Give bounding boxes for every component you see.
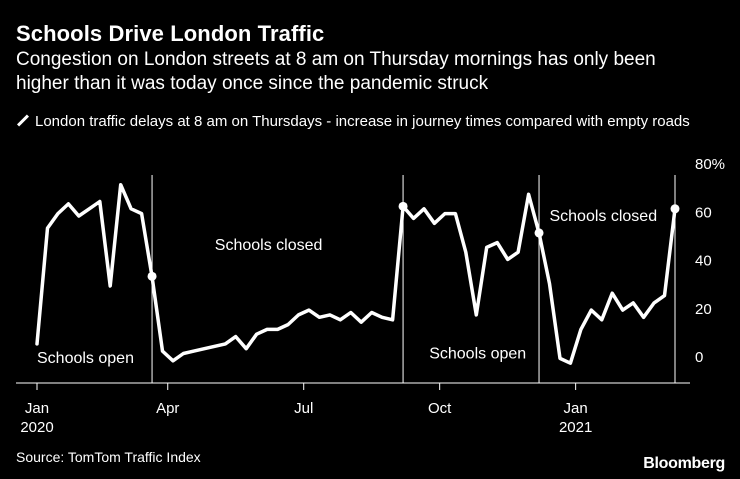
y-tick-label: 80% (695, 156, 725, 173)
data-point (297, 313, 300, 317)
x-tick-label: Apr (156, 400, 179, 417)
data-point (276, 328, 279, 331)
data-point (380, 316, 384, 319)
data-point (244, 347, 248, 350)
event-marker-3 (670, 204, 680, 214)
data-point (370, 311, 373, 314)
chart-title: Schools Drive London Traffic (16, 21, 325, 46)
legend-label: London traffic delays at 8 am on Thursda… (35, 113, 690, 130)
data-point (35, 342, 39, 346)
data-point (548, 282, 551, 285)
data-point (328, 313, 332, 317)
chart-subtitle: Congestion on London streets at 8 am on … (16, 49, 656, 94)
data-point (224, 342, 227, 346)
data-point (318, 316, 321, 319)
data-point (213, 345, 217, 348)
data-point (77, 214, 81, 218)
y-tick-label: 0 (695, 349, 703, 366)
data-point (443, 212, 447, 215)
legend: London traffic delays at 8 am on Thursda… (16, 112, 716, 131)
data-point (412, 217, 415, 220)
data-point (234, 335, 237, 338)
data-point (46, 226, 49, 230)
x-tick-label: Jan (564, 400, 588, 417)
data-point (631, 301, 635, 305)
y-tick-label: 60 (695, 204, 712, 221)
x-tick-label: Jul (294, 400, 313, 417)
x-tick-label: Oct (428, 400, 452, 417)
data-point (516, 251, 520, 254)
data-point (109, 284, 112, 288)
data-point (506, 258, 509, 261)
annotation-3: Schools closed (549, 208, 657, 225)
y-tick-label: 40 (695, 253, 712, 270)
data-point (140, 212, 143, 215)
data-point (663, 294, 666, 297)
data-point (579, 328, 583, 331)
data-point (569, 361, 572, 365)
data-point (98, 200, 101, 203)
x-tick-label-year: 2020 (20, 419, 53, 436)
data-point (621, 308, 624, 312)
data-point (67, 202, 70, 206)
data-point (265, 328, 269, 331)
data-point (255, 333, 258, 336)
event-marker-2 (534, 228, 544, 238)
annotation-2: Schools open (429, 345, 526, 362)
data-point (161, 349, 164, 353)
annotation-1: Schools closed (215, 237, 323, 254)
data-point (485, 246, 488, 249)
series-line (35, 182, 677, 365)
annotation-0: Schools open (37, 350, 134, 367)
data-point (339, 318, 342, 321)
source-note: Source: TomTom Traffic Index (16, 449, 201, 465)
data-point (527, 193, 530, 196)
data-point (433, 222, 436, 225)
data-point (464, 251, 468, 254)
x-tick-label: Jan (25, 400, 49, 417)
data-point (286, 323, 290, 326)
data-point (88, 207, 91, 210)
data-point (307, 308, 311, 312)
data-point (171, 359, 175, 362)
event-marker-0 (147, 271, 157, 281)
data-point (495, 241, 499, 244)
data-point (475, 313, 478, 317)
data-point (454, 212, 457, 215)
event-marker-1 (398, 201, 408, 211)
data-point (391, 318, 394, 321)
data-point (192, 349, 196, 353)
x-tick-label-year: 2021 (559, 419, 592, 436)
y-tick-label: 20 (695, 301, 712, 318)
data-point (129, 207, 133, 210)
data-point (203, 347, 206, 350)
bloomberg-logo: Bloomberg (643, 455, 725, 472)
data-point (422, 207, 426, 210)
data-point (349, 311, 352, 314)
data-point (360, 320, 363, 324)
data-point (652, 301, 656, 305)
data-point (119, 183, 122, 186)
data-point (558, 357, 562, 360)
data-point (611, 292, 614, 295)
data-point (600, 318, 603, 321)
data-point (182, 352, 185, 355)
data-point (642, 316, 645, 319)
data-point (56, 212, 60, 215)
data-point (590, 308, 593, 312)
